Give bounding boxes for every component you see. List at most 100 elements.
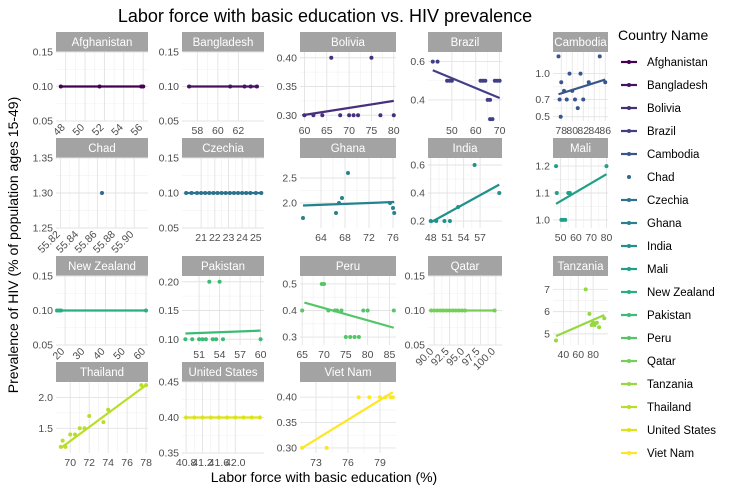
data-point [602,316,607,321]
facet-strip-label: Tanzania [557,261,604,273]
y-tick-label: 5 [544,328,550,340]
facet-strip [428,32,502,52]
y-tick-label: 0.35 [277,417,298,429]
data-point [207,279,212,284]
data-point [563,217,568,222]
x-tick-label: 72 [363,232,375,244]
trend-line [301,391,394,449]
legend-item-bangladesh: Bangladesh [621,80,708,92]
facet-brazil: Brazil 50 60 70 0.4 0.6 [410,32,506,137]
x-tick-label: 60 [572,349,584,361]
facet-strip [182,256,264,276]
trend-line [304,301,395,329]
legend-label: Bolivia [647,103,681,115]
x-tick-label: 25 [250,232,262,244]
data-point [221,337,225,342]
legend-label: Brazil [647,126,676,138]
data-point [391,206,395,210]
data-point [497,191,502,195]
legend: Country Name Afghanistan Bangladesh Bolivi… [618,27,716,460]
x-tick-label: 56 [129,122,146,139]
y-tick-label: 7 [544,284,550,296]
x-tick-label: 65 [321,125,333,137]
x-tick-label: 76 [121,457,133,469]
x-tick-label: 60 [255,349,267,361]
y-tick-label: 0.35 [277,81,298,93]
facet-strip [300,32,396,52]
x-tick-label: 80 [388,125,400,137]
legend-item-ghana: Ghana [621,218,682,230]
x-tick-label: 22 [209,232,221,244]
data-point [390,395,395,400]
legend-label: United States [647,425,716,437]
x-tick-label: 50 [70,122,87,139]
data-point [558,114,563,119]
x-tick-label: 73 [310,457,322,469]
y-tick-label: 1.25 [33,223,54,235]
x-tick-label: 60 [131,346,148,363]
legend-swatch-point [627,451,631,455]
y-tick-label: 6 [544,306,550,318]
data-point [356,113,361,118]
data-point [356,395,361,400]
y-tick-label: 0.10 [33,305,54,317]
y-tick-label: 0.4 [410,188,425,200]
x-tick-label: 80 [362,349,374,361]
data-point [324,445,329,450]
facet-strip [553,32,608,52]
data-point [203,337,208,342]
data-point [258,337,263,342]
legend-swatch-point [627,267,631,271]
data-point [391,113,396,118]
facet-strip-label: Qatar [451,261,480,273]
x-tick-label: 54 [109,122,126,139]
legend-item-india: India [621,241,673,253]
facet-afghanistan: Afghanistan 48 50 52 54 56 0.05 0.10 0.15 [33,32,148,138]
facet-strip [182,138,264,158]
data-point [472,163,477,167]
legend-swatch-point [627,152,631,156]
x-tick-label: 76 [342,457,354,469]
facet-strip [182,362,264,382]
legend-label: Mali [647,264,668,276]
data-point [430,59,435,64]
x-tick-label: 84 [588,125,600,137]
data-point [488,97,493,102]
data-point [87,413,92,418]
data-point [564,97,569,102]
y-tick-label: 0.10 [405,305,426,317]
y-tick-label: 1.30 [33,188,54,200]
y-tick-label: 1.1 [535,188,550,200]
x-tick-label: 40.8 [176,457,197,469]
data-point [556,54,561,59]
x-tick-label: 52 [90,122,107,139]
facet-pakistan: Pakistan 51 54 57 60 0.10 0.15 0.20 [159,256,267,361]
data-point [378,113,383,118]
x-tick-label: 51 [193,349,205,361]
x-tick-label: 70 [318,349,330,361]
legend-item-qatar: Qatar [621,356,676,368]
facet-strip-label: Bolivia [331,37,365,49]
data-point [210,337,215,342]
legend-label: Peru [647,333,671,345]
legend-swatch-point [627,313,631,317]
y-tick-label: 0.5 [282,278,297,290]
facet-strip-label: Thailand [80,367,124,379]
legend-item-brazil: Brazil [621,126,676,138]
legend-item-peru: Peru [621,333,671,345]
data-point [100,191,104,195]
data-point [343,335,348,340]
facet-strip [300,362,396,382]
trend-line [432,69,501,100]
x-tick-label: 70 [64,457,76,469]
data-point [391,308,396,313]
data-point [183,337,188,342]
y-tick-label: 0.15 [33,271,54,283]
x-tick-label: 68 [339,232,351,244]
facet-viet-nam: Viet Nam 73 76 79 0.30 0.35 0.40 [277,362,396,469]
legend-label: Tanzania [647,379,694,391]
facet-strip [56,256,148,276]
legend-label: Qatar [647,356,676,368]
